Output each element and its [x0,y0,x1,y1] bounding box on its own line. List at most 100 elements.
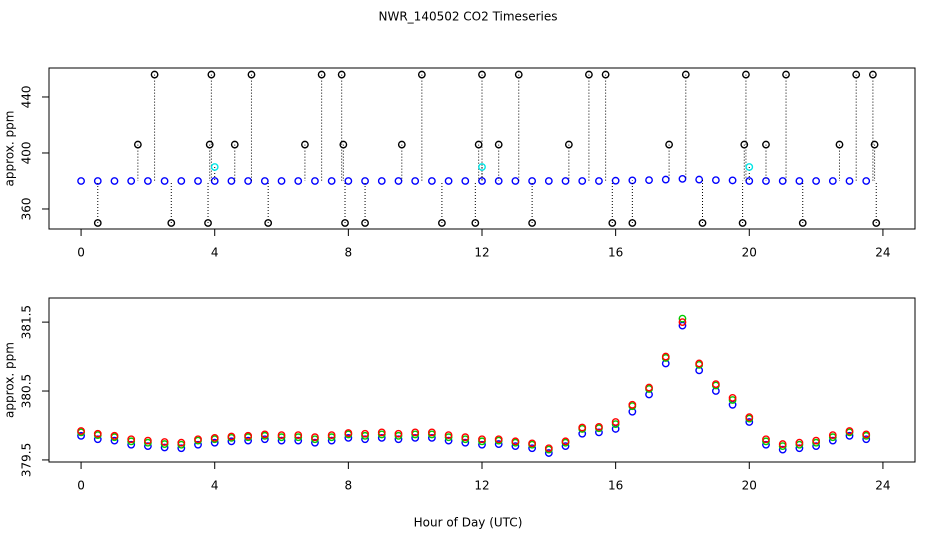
point [294,177,303,185]
y-tick-label: 440 [20,86,34,109]
point [478,435,486,444]
point [869,70,877,79]
point [795,444,804,453]
point [230,140,239,149]
point [601,70,610,79]
point [514,70,523,79]
point [611,418,620,426]
point [377,428,386,437]
point [595,428,603,437]
point [177,177,186,185]
point [344,177,353,185]
point [661,352,670,361]
point [461,177,470,185]
point [478,70,486,79]
y-axis-label: approx. ppm [3,342,17,418]
point [561,437,570,446]
point [204,219,212,227]
point [661,175,670,184]
x-tick-label: 24 [875,246,890,260]
point [745,418,754,426]
point [327,431,336,440]
point [511,442,520,451]
point [528,444,537,453]
point [247,70,256,79]
point [611,176,620,185]
point [835,140,844,149]
point [339,140,348,149]
point [812,436,821,445]
point [795,438,804,447]
point [93,219,102,227]
point [738,219,747,227]
point [77,177,85,185]
y-tick-label: 380.5 [20,374,34,408]
point [210,177,219,185]
point [127,177,136,185]
point [311,433,319,442]
point [578,177,587,185]
point [260,177,269,185]
point [862,177,871,185]
point [762,435,770,444]
point [411,177,420,185]
point [828,177,837,185]
point [665,140,673,149]
point [177,444,186,453]
point [762,440,770,449]
x-tick-label: 16 [608,479,623,493]
chart-title: NWR_140502 CO2 Timeseries [379,10,558,24]
point [862,435,871,444]
x-tick-label: 4 [211,479,219,493]
x-tick-label: 16 [608,246,623,260]
point [812,442,821,451]
point [782,70,790,79]
point [361,219,369,227]
point [628,219,637,227]
point [210,438,219,447]
point [872,219,881,227]
point [244,436,253,445]
point [494,440,503,448]
point [595,422,603,431]
point [695,175,704,184]
point [678,318,687,327]
point [210,433,219,442]
point [845,427,854,435]
point [143,442,152,451]
point [77,431,85,440]
point [277,431,286,440]
point [478,163,486,171]
point [77,427,85,435]
point [311,177,319,185]
point [778,445,787,454]
point [745,177,754,185]
point [411,428,420,437]
point [337,70,346,79]
point [544,444,553,453]
point [478,440,486,449]
point [711,176,720,185]
point [327,177,336,185]
point [127,435,136,444]
point [561,442,570,451]
point [681,70,690,79]
point [608,219,617,227]
point [870,140,879,149]
x-tick-label: 0 [77,479,85,493]
point [227,437,236,446]
point [260,435,269,444]
point [471,219,480,227]
point [397,140,406,149]
point [795,177,804,185]
point [444,436,453,445]
y-axis-label: approx. ppm [3,111,17,187]
point [210,163,219,171]
point [227,432,236,441]
point [728,176,737,185]
point [244,431,253,440]
point [194,440,202,449]
point [645,383,653,392]
